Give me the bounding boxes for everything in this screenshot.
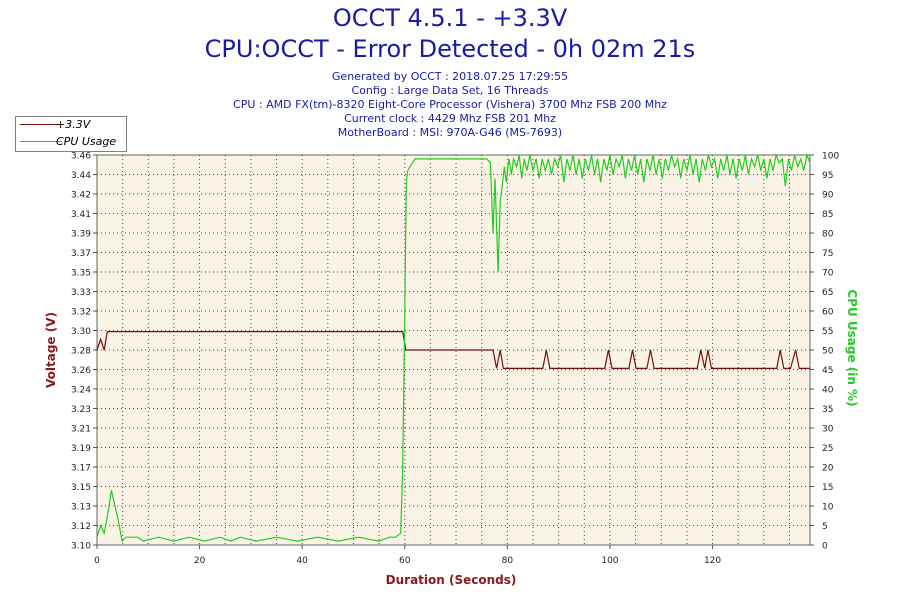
grid-vertical <box>122 155 790 545</box>
y-tick-label: 3.19 <box>71 444 91 454</box>
y2-tick-label: 35 <box>822 405 833 415</box>
x-tick-label: 0 <box>94 556 100 566</box>
x-tick-label: 80 <box>502 556 514 566</box>
y-tick-label: 3.33 <box>71 288 91 298</box>
series-voltage-line <box>96 331 810 369</box>
y-tick-label: 3.21 <box>71 425 91 435</box>
y2-tick-label: 90 <box>822 191 834 201</box>
legend-label-voltage: +3.3V <box>56 118 91 131</box>
y2-tick-label: 30 <box>822 425 834 435</box>
y-tick-label: 3.46 <box>71 152 91 162</box>
info-clock: Current clock : 4429 Mhz FSB 201 Mhz <box>344 112 556 125</box>
chart-title: OCCT 4.5.1 - +3.3V <box>332 4 568 32</box>
y2-tick-label: 20 <box>822 464 834 474</box>
x-axis-label: Duration (Seconds) <box>386 573 517 587</box>
legend-swatch-cpu <box>20 141 62 142</box>
y-tick-label: 3.37 <box>71 249 91 259</box>
info-motherboard: MotherBoard : MSI: 970A-G46 (MS-7693) <box>337 126 563 139</box>
y-tick-label: 3.28 <box>71 347 91 357</box>
y2-tick-label: 85 <box>822 210 833 220</box>
legend-item-cpu: CPU Usage <box>16 134 126 150</box>
y-tick-label: 3.15 <box>71 483 91 493</box>
y2-tick-label: 70 <box>822 269 834 279</box>
bottom-axis-ticks: 0 20 40 60 80 100 120 <box>94 545 721 566</box>
y-tick-label: 3.35 <box>71 269 91 279</box>
info-config: Config : Large Data Set, 16 Threads <box>351 84 549 97</box>
y2-tick-label: 10 <box>822 503 834 513</box>
y2-tick-label: 50 <box>822 347 834 357</box>
legend: +3.3V CPU Usage <box>15 116 127 152</box>
y2-tick-label: 80 <box>822 230 834 240</box>
y2-tick-label: 95 <box>822 171 833 181</box>
y2-tick-label: 75 <box>822 249 833 259</box>
x-tick-label: 20 <box>194 556 206 566</box>
y-axis-label: Voltage (V) <box>44 312 58 388</box>
y-tick-label: 3.44 <box>71 171 91 181</box>
x-tick-label: 100 <box>601 556 618 566</box>
y2-tick-label: 15 <box>822 483 833 493</box>
y-tick-label: 3.32 <box>71 308 91 318</box>
y2-tick-label: 100 <box>822 152 839 162</box>
y-tick-label: 3.17 <box>71 464 91 474</box>
y2-tick-label: 5 <box>822 522 828 532</box>
left-axis-ticks: 3.10 3.12 3.13 3.15 3.17 3.19 3.21 3.23 3.24 3.26… <box>71 152 97 552</box>
chart-subtitle: CPU:OCCT - Error Detected - 0h 02m 21s <box>204 35 696 63</box>
y-tick-label: 3.10 <box>71 542 91 552</box>
x-tick-label: 40 <box>296 556 308 566</box>
info-generated: Generated by OCCT : 2018.07.25 17:29:55 <box>331 70 569 83</box>
y2-axis-label: CPU Usage (in %) <box>845 289 859 406</box>
y-tick-label: 3.24 <box>71 386 91 396</box>
y-tick-label: 3.26 <box>71 366 91 376</box>
y-tick-label: 3.12 <box>71 522 91 532</box>
y-tick-label: 3.30 <box>71 327 91 337</box>
y-tick-label: 3.13 <box>71 503 91 513</box>
y2-tick-label: 60 <box>822 308 834 318</box>
y2-tick-label: 65 <box>822 288 833 298</box>
series-cpu-line <box>96 152 811 543</box>
y2-tick-label: 40 <box>822 386 834 396</box>
y-tick-label: 3.42 <box>71 191 91 201</box>
y-tick-label: 3.41 <box>71 210 91 220</box>
x-tick-label: 60 <box>399 556 411 566</box>
y2-tick-label: 25 <box>822 444 833 454</box>
y2-tick-label: 0 <box>822 542 828 552</box>
y-tick-label: 3.39 <box>71 230 91 240</box>
info-cpu: CPU : AMD FX(tm)-8320 Eight-Core Process… <box>233 98 667 111</box>
y2-tick-label: 45 <box>822 366 833 376</box>
x-tick-label: 120 <box>704 556 721 566</box>
right-axis-ticks: 0 5 10 15 20 25 30 35 40 45 50 55 60 65 70 75 80 85 90 95 10… <box>810 152 839 552</box>
legend-item-voltage: +3.3V <box>16 117 126 133</box>
legend-label-cpu: CPU Usage <box>56 135 117 148</box>
y-tick-label: 3.23 <box>71 405 91 415</box>
legend-swatch-voltage <box>20 124 62 125</box>
y2-tick-label: 55 <box>822 327 833 337</box>
